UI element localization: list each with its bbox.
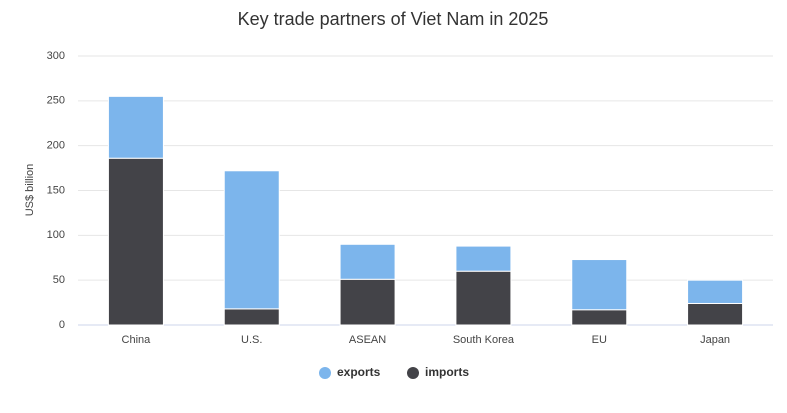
x-tick-label: U.S.	[241, 334, 262, 346]
bar-segment	[571, 259, 628, 311]
y-tick-label: 50	[53, 274, 65, 286]
y-tick-label: 250	[47, 95, 65, 107]
y-tick-label: 150	[47, 184, 65, 196]
bar-segment	[687, 302, 744, 326]
bar-segment	[455, 245, 512, 272]
legend-marker	[319, 367, 331, 379]
x-tick-label: ASEAN	[349, 334, 386, 346]
bar-segment	[223, 308, 280, 326]
bar-segment	[455, 270, 512, 326]
bar-segment	[339, 278, 396, 326]
legend-label: exports	[337, 365, 381, 379]
bar-segment	[571, 309, 628, 326]
x-tick-label: South Korea	[453, 334, 515, 346]
legend-marker	[407, 367, 419, 379]
legend-label: imports	[425, 365, 469, 379]
bar-segment	[107, 95, 164, 159]
y-tick-label: 200	[47, 140, 65, 152]
bar-segment	[339, 243, 396, 280]
y-axis-label: US$ billion	[24, 164, 36, 217]
chart-title: Key trade partners of Viet Nam in 2025	[238, 9, 549, 29]
y-tick-label: 300	[47, 50, 65, 62]
x-tick-label: China	[122, 334, 152, 346]
bar-segment	[687, 279, 744, 304]
bar-segment	[223, 170, 280, 310]
x-tick-label: Japan	[700, 334, 730, 346]
y-tick-label: 100	[47, 229, 65, 241]
y-tick-label: 0	[59, 319, 65, 331]
bar-segment	[107, 157, 164, 326]
x-tick-label: EU	[592, 334, 607, 346]
